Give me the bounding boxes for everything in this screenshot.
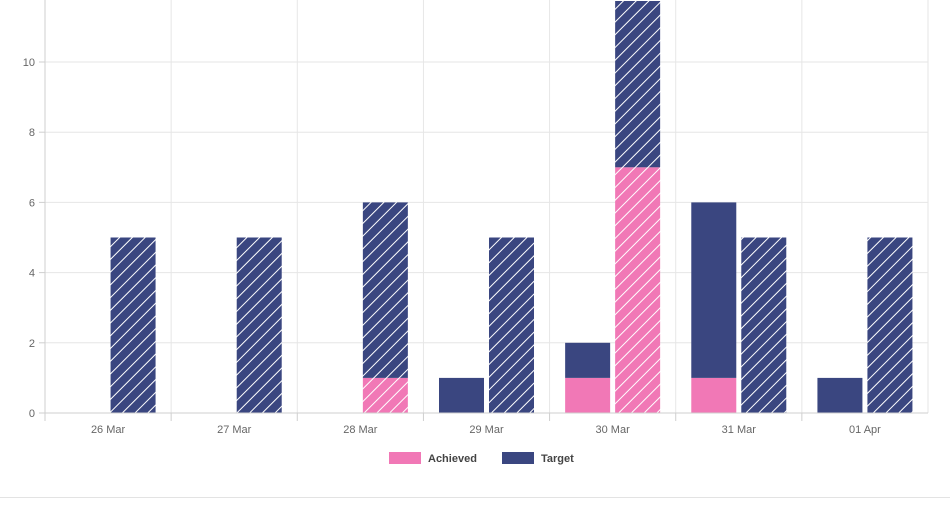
planned-target-bar (110, 237, 156, 413)
x-tick-label: 26 Mar (91, 424, 126, 436)
y-tick-label: 6 (29, 197, 35, 209)
planned-target-bar (741, 237, 787, 413)
grid-lines (45, 0, 929, 413)
planned-achieved-bar (615, 167, 661, 413)
y-tick-label: 8 (29, 127, 35, 139)
bars (110, 1, 913, 413)
planned-target-bar (236, 237, 282, 413)
planned-target-bar (615, 1, 661, 168)
planned-target-bar (867, 237, 913, 413)
actual-target-bar (817, 377, 863, 413)
planned-target-bar (489, 237, 534, 413)
x-tick-label: 30 Mar (596, 424, 631, 436)
actual-achieved-bar (691, 377, 737, 413)
planned-target-bar (362, 202, 408, 378)
legend-swatch (502, 452, 534, 464)
x-tick-label: 29 Mar (469, 424, 504, 436)
y-tick-label: 4 (29, 268, 35, 280)
planned-achieved-bar (362, 377, 408, 413)
actual-target-bar (691, 202, 737, 378)
y-tick-label: 0 (29, 408, 35, 420)
legend-label: Achieved (428, 453, 477, 465)
legend[interactable]: Achieved Target (389, 452, 574, 465)
x-tick-label: 01 Apr (849, 424, 881, 436)
y-tick-label: 10 (23, 57, 35, 69)
legend-swatch (389, 452, 421, 464)
y-tick-label: 2 (29, 338, 35, 350)
legend-label: Target (541, 453, 574, 465)
x-tick-label: 27 Mar (217, 424, 252, 436)
x-tick-label: 31 Mar (722, 424, 757, 436)
axes: 0 2 4 6 8 10 26 Mar 27 Mar 28 Mar 29 Mar 30 Mar 31 … (23, 0, 928, 436)
actual-achieved-bar (565, 377, 611, 413)
actual-target-bar (439, 377, 484, 413)
x-tick-label: 28 Mar (343, 424, 378, 436)
legend-item-achieved[interactable]: Achieved (389, 452, 477, 465)
legend-item-target[interactable]: Target (502, 452, 574, 465)
bottom-divider (0, 497, 950, 498)
actual-target-bar (565, 342, 611, 378)
